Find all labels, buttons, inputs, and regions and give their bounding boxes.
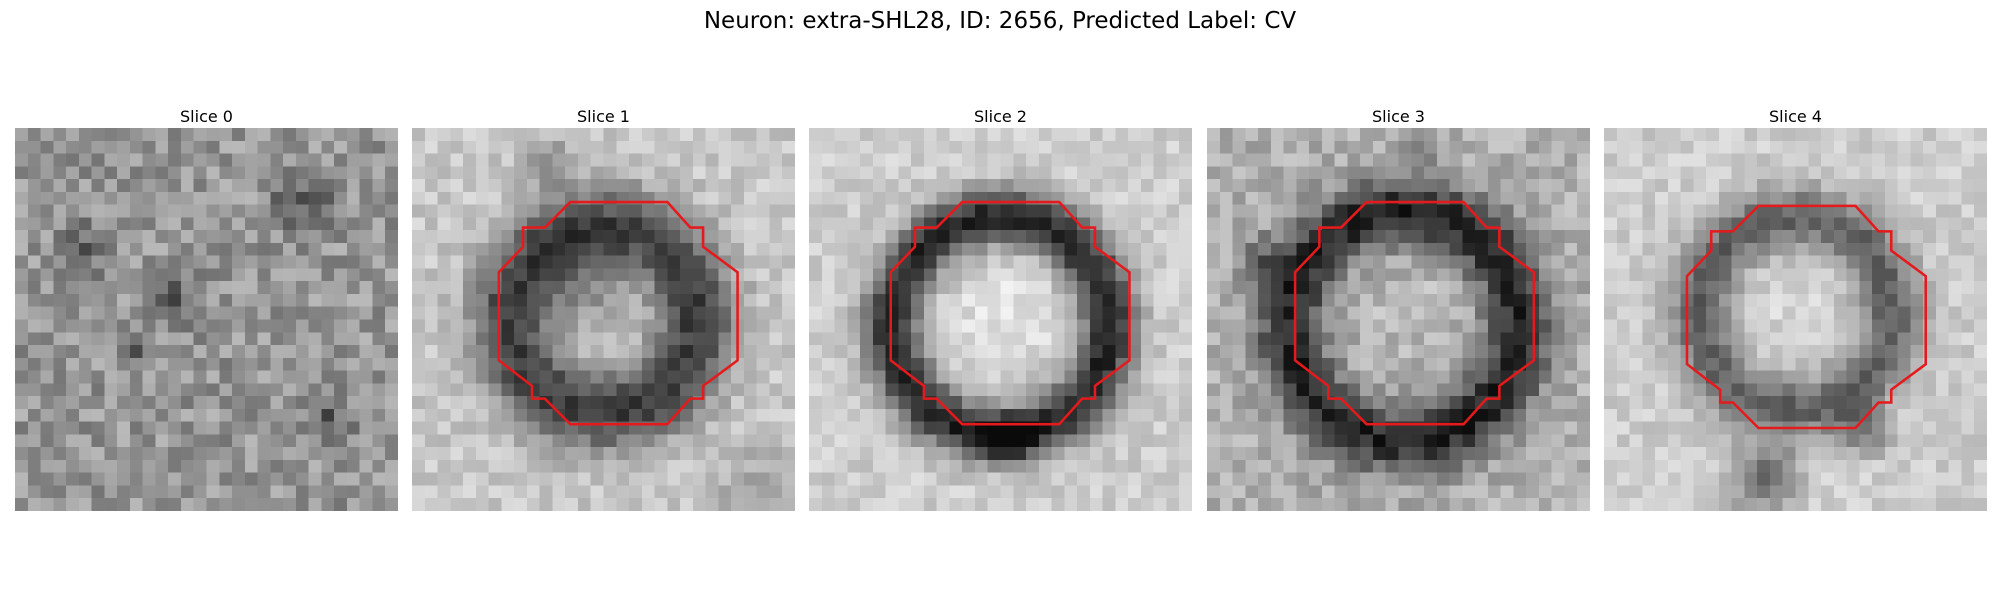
slice-image-2 (809, 128, 1192, 511)
slice-panel-1: Slice 1 (412, 106, 795, 511)
figure-title: Neuron: extra-SHL28, ID: 2656, Predicted… (703, 8, 1297, 34)
segmentation-contour (889, 200, 1131, 426)
slice-image-4 (1604, 128, 1987, 511)
slice-title-4: Slice 4 (1769, 107, 1822, 126)
slice-title-2: Slice 2 (974, 107, 1027, 126)
slice-title-3: Slice 3 (1372, 107, 1425, 126)
segmentation-contour (497, 200, 739, 426)
slice-image-3 (1207, 128, 1590, 511)
slice-title-1: Slice 1 (577, 107, 630, 126)
segmentation-contour (1293, 200, 1536, 426)
slice-image-1 (412, 128, 795, 511)
slice-title-0: Slice 0 (180, 107, 233, 126)
segmentation-contour (1685, 204, 1927, 430)
slice-panel-2: Slice 2 (809, 106, 1192, 511)
slice-image-0 (15, 128, 398, 511)
slice-panel-3: Slice 3 (1207, 106, 1590, 511)
slice-panel-4: Slice 4 (1604, 106, 1987, 511)
slice-panel-0: Slice 0 (15, 106, 398, 511)
